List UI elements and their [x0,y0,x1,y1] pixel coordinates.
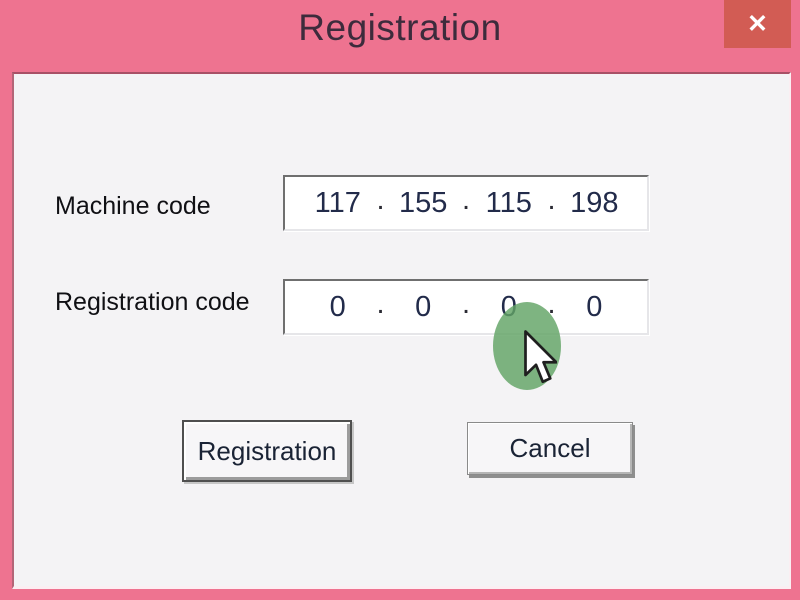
machine-code-input[interactable]: 117 . 155 . 115 . 198 [283,175,649,231]
separator-dot: . [547,287,556,320]
cancel-button[interactable]: Cancel [467,422,633,475]
registration-code-octet-2: 0 [415,290,432,323]
machine-code-octet-1: 117 [314,186,361,219]
registration-code-input[interactable]: 0 . 0 . 0 . 0 [283,279,649,335]
close-button[interactable]: ✕ [724,0,791,48]
registration-code-octet-4: 0 [586,290,603,323]
close-icon: ✕ [747,10,768,38]
registration-code-octet-3: 0 [500,290,517,323]
machine-code-octet-2: 155 [399,186,448,219]
machine-code-octet-3: 115 [485,186,532,219]
separator-dot: . [376,183,385,216]
separator-dot: . [547,183,556,216]
separator-dot: . [461,183,471,216]
cancel-button-label: Cancel [509,433,591,463]
registration-button-label: Registration [197,435,337,466]
titlebar: Registration ✕ [0,0,800,72]
machine-code-label: Machine code [55,192,211,220]
window-title: Registration [298,7,502,48]
dialog-body: Machine code 117 . 155 . 115 . 198 Regis… [12,72,791,589]
registration-code-octet-1: 0 [329,290,346,323]
separator-dot: . [461,287,471,320]
registration-code-label: Registration code [55,288,250,316]
separator-dot: . [376,287,385,320]
machine-code-octet-4: 198 [570,186,619,219]
registration-button[interactable]: Registration [182,420,352,482]
